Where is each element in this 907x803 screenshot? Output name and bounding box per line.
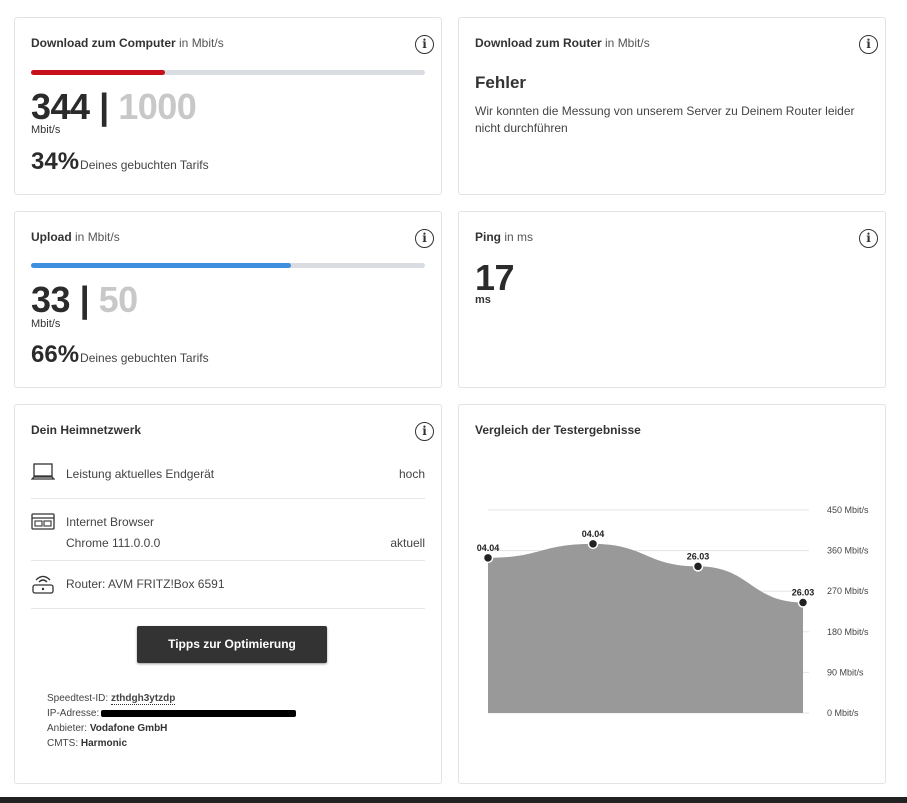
y-tick-label: 0 Mbit/s (827, 708, 859, 718)
router-icon (31, 572, 55, 599)
router-label: Router: AVM FRITZ!Box 6591 (66, 577, 225, 591)
data-point[interactable] (587, 538, 599, 550)
upload-percent: 66%Deines gebuchten Tarifs (31, 341, 209, 368)
browser-row: Internet Browser Chrome 111.0.0.0 aktuel… (31, 499, 425, 561)
provider-line: Anbieter: Vodafone GmbH (47, 723, 168, 734)
data-point-label: 26.03 (687, 551, 710, 561)
data-point-label: 26.03 (792, 587, 815, 597)
area-series (488, 543, 803, 713)
ping-card: Ping in ms i 17 ms (458, 211, 886, 388)
browser-version: Chrome 111.0.0.0 (66, 536, 161, 550)
redacted-ip (101, 709, 297, 717)
download-value: 344 | 1000 (31, 86, 197, 127)
browser-icon (31, 512, 55, 535)
data-point[interactable] (797, 597, 809, 608)
download-computer-title: Download zum Computer in Mbit/s (31, 36, 224, 50)
error-message: Wir konnten die Messung von unserem Serv… (475, 104, 855, 135)
cmts-line: CMTS: Harmonic (47, 738, 128, 749)
ip-address-line: IP-Adresse: (47, 708, 297, 719)
bottom-bar (0, 797, 907, 803)
upload-progress-fill (31, 263, 292, 268)
router-row: Router: AVM FRITZ!Box 6591 (31, 561, 425, 609)
download-progress-bar (31, 70, 425, 75)
browser-status: aktuell (390, 536, 425, 550)
laptop-icon (30, 462, 56, 485)
ping-unit: ms (475, 294, 491, 306)
comparison-chart-card: Vergleich der Testergebnisse 0 Mbit/s 90 … (458, 404, 886, 784)
upload-progress-bar (31, 263, 425, 268)
upload-value: 33 | 50 (31, 279, 139, 320)
upload-card: Upload in Mbit/s i 33 | 50 Mbit/s 66%Dei… (14, 211, 442, 388)
y-tick-label: 360 Mbit/s (827, 546, 869, 556)
optimization-tips-button[interactable]: Tipps zur Optimierung (137, 626, 327, 663)
download-progress-fill (31, 70, 165, 75)
info-icon[interactable]: i (415, 422, 434, 441)
ping-value: 17 (475, 257, 515, 298)
y-tick-label: 180 Mbit/s (827, 627, 869, 637)
ping-title: Ping in ms (475, 230, 534, 244)
download-router-title: Download zum Router in Mbit/s (475, 36, 650, 50)
y-tick-label: 270 Mbit/s (827, 586, 869, 596)
home-network-card: Dein Heimnetzwerk i Leistung aktuelles E… (14, 404, 442, 784)
upload-unit: Mbit/s (31, 318, 61, 330)
info-icon[interactable]: i (415, 229, 434, 248)
speedtest-id[interactable]: zthdgh3ytzdp (110, 693, 176, 705)
comparison-chart: 0 Mbit/s 90 Mbit/s 180 Mbit/s 270 Mbit/s 360… (477, 505, 869, 718)
download-max: 1000 (118, 86, 197, 127)
download-unit: Mbit/s (31, 124, 61, 136)
data-point[interactable] (482, 552, 494, 564)
y-tick-label: 90 Mbit/s (827, 667, 864, 677)
error-title: Fehler (475, 73, 527, 92)
download-router-card: Download zum Router in Mbit/s i Fehler W… (458, 17, 886, 195)
upload-title: Upload in Mbit/s (31, 230, 120, 244)
data-point-label: 04.04 (477, 543, 500, 553)
browser-label: Internet Browser (66, 515, 155, 529)
download-computer-card: Download zum Computer in Mbit/s i 344 | … (14, 17, 442, 195)
device-performance-row: Leistung aktuelles Endgerät hoch (30, 453, 425, 499)
download-percent: 34%Deines gebuchten Tarifs (31, 148, 209, 175)
y-tick-label: 450 Mbit/s (827, 505, 869, 515)
info-icon[interactable]: i (415, 35, 434, 54)
info-icon[interactable]: i (859, 229, 878, 248)
speedtest-id-line: Speedtest-ID: zthdgh3ytzdp (47, 693, 176, 705)
home-network-title: Dein Heimnetzwerk (31, 423, 142, 437)
info-icon[interactable]: i (859, 35, 878, 54)
data-point-label: 04.04 (582, 529, 605, 539)
data-point[interactable] (692, 561, 704, 572)
upload-max: 50 (98, 279, 139, 320)
chart-title: Vergleich der Testergebnisse (475, 423, 641, 437)
device-performance-label: Leistung aktuelles Endgerät (66, 467, 215, 481)
device-performance-value: hoch (398, 467, 425, 481)
